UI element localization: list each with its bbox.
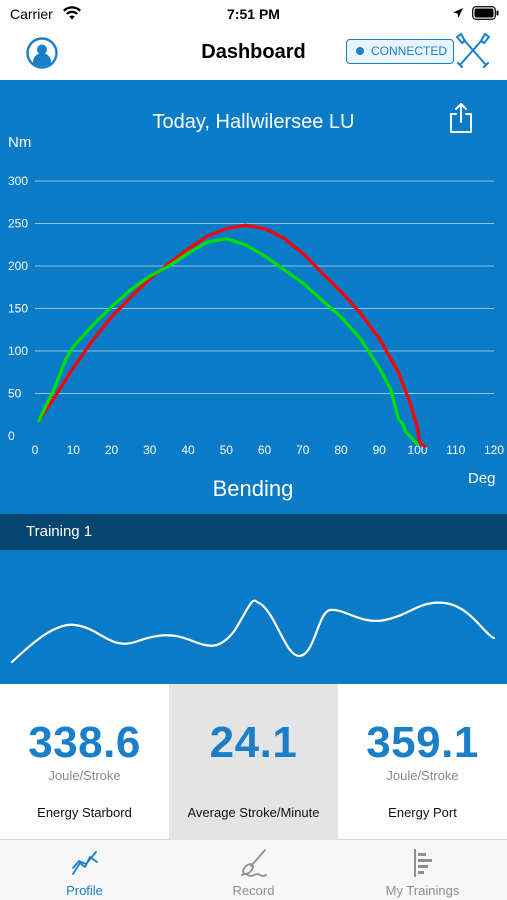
x-tick-label: 20 xyxy=(105,443,119,457)
stat-average-stroke-rate[interactable]: 24.1 Average Stroke/Minute xyxy=(169,684,338,840)
training-wave-panel xyxy=(0,550,507,684)
x-tick-label: 70 xyxy=(296,443,310,457)
share-icon[interactable] xyxy=(447,102,475,134)
stats-row: 338.6 Joule/Stroke Energy Starbord 24.1 … xyxy=(0,684,507,840)
x-unit-label: Deg xyxy=(468,470,496,487)
tab-profile[interactable]: Profile xyxy=(0,840,169,900)
y-unit-label: Nm xyxy=(8,134,31,151)
tab-record[interactable]: Record xyxy=(169,840,338,900)
x-axis-label: Bending xyxy=(213,476,294,501)
tab-label: Profile xyxy=(66,883,103,898)
carrier-label: Carrier xyxy=(10,6,53,22)
profile-chart-icon xyxy=(72,851,98,875)
chart-title: Today, Hallwilersee LU xyxy=(152,111,355,133)
stat-unit: Joule/Stroke xyxy=(386,768,459,783)
y-tick-label: 300 xyxy=(8,174,28,188)
series-line-1 xyxy=(37,223,427,448)
stat-energy-starbord[interactable]: 338.6 Joule/Stroke Energy Starbord xyxy=(0,684,169,840)
tab-my-trainings[interactable]: My Trainings xyxy=(338,840,507,900)
stat-label: Energy Port xyxy=(388,805,457,820)
connection-dot-icon xyxy=(356,47,364,55)
y-tick-label: 150 xyxy=(8,302,28,316)
battery-icon xyxy=(472,6,499,20)
status-bar: Carrier 7:51 PM xyxy=(0,0,507,28)
wifi-icon xyxy=(63,6,81,20)
y-tick-label: 50 xyxy=(8,387,22,401)
x-tick-label: 120 xyxy=(484,443,504,457)
stat-label: Average Stroke/Minute xyxy=(187,805,320,820)
y-tick-label: 200 xyxy=(8,259,28,273)
x-tick-label: 60 xyxy=(258,443,272,457)
stat-energy-port[interactable]: 359.1 Joule/Stroke Energy Port xyxy=(338,684,507,840)
y-tick-label: 0 xyxy=(8,429,15,443)
tab-label: Record xyxy=(232,883,275,898)
clock: 7:51 PM xyxy=(227,6,280,22)
stat-value: 24.1 xyxy=(209,718,298,767)
nav-bar: Dashboard CONNECTED xyxy=(0,28,507,80)
tab-label: My Trainings xyxy=(385,883,460,898)
y-tick-label: 100 xyxy=(8,344,28,358)
x-tick-label: 30 xyxy=(143,443,157,457)
x-tick-label: 90 xyxy=(373,443,387,457)
force-chart-panel: 0 50 100 150 200 250 300 0 10 20 30 40 50 60 70 80 90 100… xyxy=(0,80,507,514)
stroke-wave-line xyxy=(10,599,496,664)
series-line-2 xyxy=(37,237,420,447)
y-tick-label: 250 xyxy=(8,217,28,231)
crossed-oars-icon[interactable] xyxy=(456,32,490,68)
x-tick-label: 50 xyxy=(220,443,234,457)
x-tick-label: 40 xyxy=(181,443,195,457)
x-tick-label: 10 xyxy=(67,443,81,457)
stat-value: 338.6 xyxy=(28,718,141,767)
stat-value: 359.1 xyxy=(366,718,479,767)
stat-label: Energy Starbord xyxy=(37,805,132,820)
x-tick-label: 110 xyxy=(446,443,465,457)
stroke-wave-graph xyxy=(10,599,496,664)
connection-status-badge[interactable]: CONNECTED xyxy=(346,39,454,64)
record-paddle-icon xyxy=(241,849,267,877)
x-tick-label: 0 xyxy=(32,443,39,457)
location-arrow-icon xyxy=(453,8,463,18)
connection-status-label: CONNECTED xyxy=(371,44,448,58)
tab-bar: Profile Record My Trainings xyxy=(0,840,507,900)
stat-unit: Joule/Stroke xyxy=(48,768,121,783)
x-tick-label: 80 xyxy=(334,443,348,457)
trainings-list-icon xyxy=(414,849,432,877)
training-header[interactable]: Training 1 xyxy=(0,514,507,550)
training-label: Training 1 xyxy=(26,523,93,540)
profile-avatar-icon[interactable] xyxy=(26,37,58,69)
